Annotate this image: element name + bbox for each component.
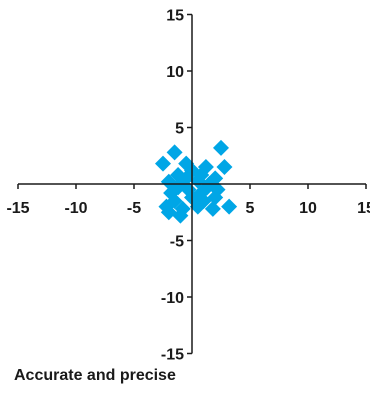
- y-tick-label: 5: [175, 121, 184, 138]
- data-point: [207, 189, 224, 206]
- y-tick-label: -5: [170, 234, 184, 251]
- axes: [18, 14, 366, 354]
- x-tick-label: -5: [127, 200, 141, 217]
- x-tick-label: 10: [299, 200, 317, 217]
- data-point: [216, 159, 233, 176]
- x-tick-label: 15: [357, 200, 370, 217]
- data-point: [178, 170, 195, 187]
- y-tick-label: -10: [161, 290, 184, 307]
- scatter-chart: -15 -10 -5 5 10 15 15 10 5 -5 -10 -15: [6, 8, 370, 361]
- data-point: [166, 144, 183, 161]
- data-points: [155, 139, 238, 224]
- x-tick-label: -15: [6, 200, 29, 217]
- y-tick-label: 10: [166, 64, 184, 81]
- chart-caption: Accurate and precise: [14, 367, 176, 384]
- axis-ticks: -15 -10 -5 5 10 15 15 10 5 -5 -10 -15: [6, 8, 370, 361]
- x-tick-label: -10: [64, 200, 87, 217]
- data-point: [155, 155, 171, 172]
- data-point: [160, 204, 177, 221]
- data-point: [189, 198, 206, 215]
- y-tick-label: 15: [166, 8, 184, 25]
- y-tick-label: -15: [161, 347, 184, 361]
- data-point: [172, 207, 189, 224]
- data-point: [193, 166, 210, 183]
- data-point: [207, 170, 224, 187]
- x-tick-label: 5: [246, 200, 255, 217]
- data-point: [178, 155, 195, 172]
- data-point: [204, 200, 221, 217]
- data-point: [213, 139, 229, 156]
- data-point: [221, 198, 238, 215]
